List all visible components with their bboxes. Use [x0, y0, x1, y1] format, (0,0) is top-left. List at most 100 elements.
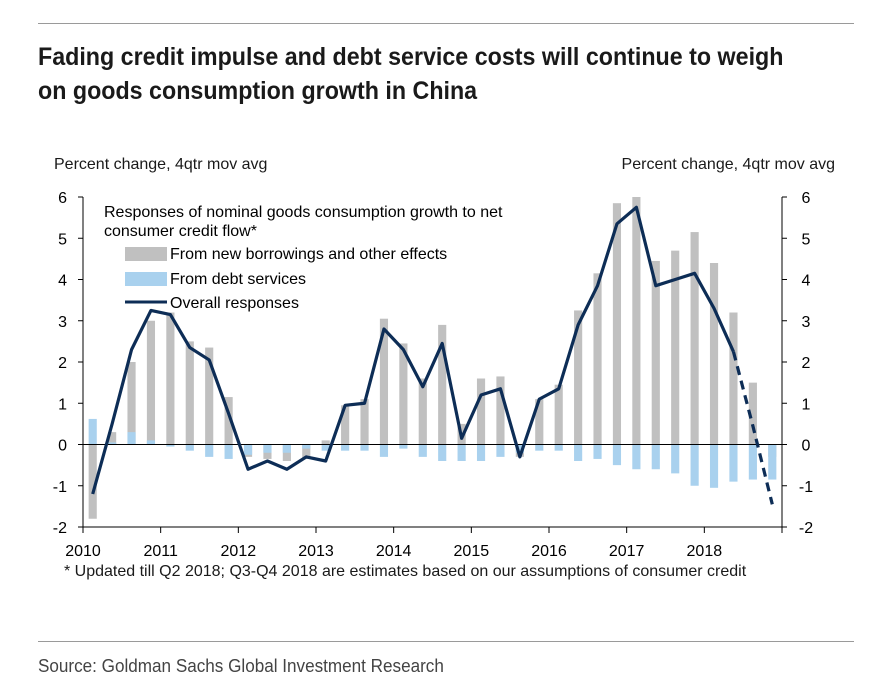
x-tick-label: 2018: [687, 543, 723, 560]
bar-debt-services: [360, 444, 369, 451]
bar-debt-services: [341, 444, 350, 451]
bar-borrowings: [438, 324, 447, 445]
right-tick-label: 6: [802, 190, 811, 207]
bar-debt-services: [574, 444, 583, 461]
chart-title: Fading credit impulse and debt service c…: [38, 43, 784, 105]
bar-debt-services: [399, 444, 408, 449]
line-overall-estimate: [731, 351, 774, 505]
x-axis: 2010 2011 2012 2013 2014 2015 2016 2017 2018: [65, 526, 783, 560]
legend: Responses of nominal goods consumption g…: [104, 204, 503, 312]
bar-borrowings: [632, 197, 641, 445]
right-tick-label: 0: [802, 438, 811, 455]
left-tick-label: -1: [53, 479, 67, 496]
plot-area: [83, 197, 782, 519]
bar-debt-services: [496, 444, 505, 457]
bar-borrowings: [554, 384, 563, 445]
right-tick-label: 5: [802, 231, 811, 248]
bar-borrowings: [593, 273, 602, 445]
bar-debt-services: [263, 444, 272, 453]
bar-debt-services: [166, 444, 175, 447]
bar-borrowings: [360, 399, 369, 445]
x-tick-label: 2017: [609, 543, 645, 560]
bar-debt-services: [146, 440, 156, 445]
bar-debt-services: [768, 444, 777, 480]
bar-borrowings: [88, 444, 97, 519]
bar-debt-services: [476, 444, 486, 461]
bar-debt-services: [321, 444, 330, 451]
bar-borrowings: [729, 312, 738, 445]
x-tick-label: 2014: [376, 543, 412, 560]
bar-debt-services: [418, 444, 427, 457]
x-tick-label: 2016: [531, 543, 567, 560]
bar-borrowings: [302, 444, 311, 459]
bar-borrowings: [709, 263, 719, 445]
x-tick-label: 2013: [298, 543, 334, 560]
bar-debt-services: [612, 444, 622, 466]
bar-debt-services: [243, 444, 253, 455]
legend-label-overall: Overall responses: [170, 295, 299, 312]
bar-debt-services: [282, 444, 291, 453]
right-tick-label: 3: [802, 314, 811, 331]
bar-borrowings: [321, 440, 330, 445]
x-tick-label: 2015: [454, 543, 490, 560]
bar-debt-services: [690, 444, 699, 486]
bar-debt-services: [302, 444, 311, 449]
left-tick-label: 1: [58, 396, 67, 413]
bar-borrowings: [671, 250, 680, 445]
bar-debt-services: [108, 442, 117, 445]
source-note: Source: Goldman Sachs Global Investment …: [38, 656, 444, 676]
left-axis: -2 -1 0 1 2 3 4 5 6: [53, 190, 84, 537]
bar-borrowings: [341, 405, 350, 445]
bar-borrowings: [185, 341, 194, 445]
left-tick-label: 5: [58, 231, 67, 248]
bar-borrowings: [690, 232, 699, 445]
legend-swatch-borrowings: [125, 247, 167, 261]
bar-borrowings: [146, 320, 156, 445]
legend-title-line-1: Responses of nominal goods consumption g…: [104, 204, 503, 221]
bar-borrowings: [612, 203, 622, 445]
bar-debt-services: [671, 444, 680, 474]
x-tick-label: 2010: [65, 543, 101, 560]
bar-debt-services: [438, 444, 447, 461]
bar-borrowings: [476, 378, 486, 445]
bar-borrowings: [205, 347, 214, 445]
bar-borrowings: [748, 382, 757, 445]
bar-borrowings: [418, 378, 427, 445]
bar-borrowings: [379, 318, 389, 445]
bar-debt-services: [205, 444, 214, 457]
line-overall-actual: [91, 205, 735, 495]
bar-debt-services: [709, 444, 719, 488]
bar-borrowings: [166, 312, 175, 445]
right-tick-label: 4: [802, 273, 811, 290]
left-axis-unit: Percent change, 4qtr mov avg: [54, 156, 268, 173]
x-tick-label: 2011: [143, 543, 178, 560]
bar-borrowings: [651, 260, 660, 445]
right-tick-label: -2: [799, 520, 813, 537]
right-tick-label: 2: [802, 355, 811, 372]
bar-borrowings: [535, 399, 544, 445]
bar-debt-services: [224, 444, 233, 459]
legend-title-line-2: consumer credit flow*: [104, 223, 257, 240]
right-tick-label: 1: [802, 396, 811, 413]
left-tick-label: 3: [58, 314, 67, 331]
bar-borrowings: [399, 343, 408, 445]
bar-borrowings: [127, 362, 136, 445]
right-tick-label: -1: [799, 479, 813, 496]
bottom-rule: [38, 641, 854, 642]
bar-debt-services: [748, 444, 757, 480]
bar-debt-services: [515, 444, 524, 453]
bar-debt-services: [632, 444, 641, 470]
x-tick-label: 2012: [221, 543, 257, 560]
left-tick-label: 2: [58, 355, 67, 372]
left-tick-label: -2: [53, 520, 67, 537]
bar-debt-services: [88, 418, 97, 445]
bar-borrowings: [574, 310, 583, 445]
bar-debt-services: [535, 444, 544, 451]
bar-debt-services: [554, 444, 563, 451]
right-axis-unit: Percent change, 4qtr mov avg: [621, 156, 835, 173]
right-axis: -2 -1 0 1 2 3 4 5 6: [781, 190, 813, 537]
bar-debt-services: [185, 444, 194, 451]
footnote: * Updated till Q2 2018; Q3-Q4 2018 are e…: [64, 563, 747, 580]
left-tick-label: 6: [58, 190, 67, 207]
